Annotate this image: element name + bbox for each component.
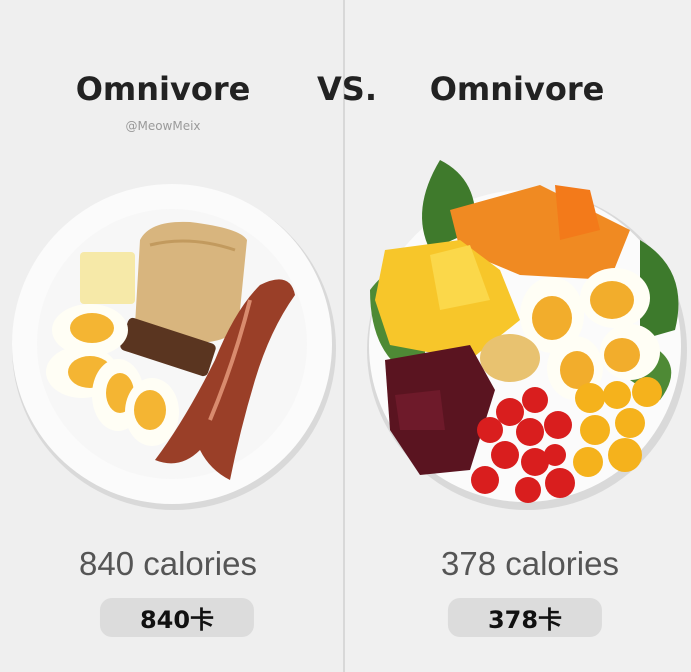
right-bowl <box>367 160 687 510</box>
left-calories: 840 calories <box>79 545 257 582</box>
credit: @MeowMeix <box>125 119 201 133</box>
right-title: Omnivore <box>429 70 605 108</box>
left-title: Omnivore <box>75 70 251 108</box>
right-calories-cn: 378卡 <box>447 598 603 637</box>
vs-label: VS. <box>317 70 377 108</box>
left-plate <box>12 184 336 510</box>
left-calories-cn: 840卡 <box>99 598 255 637</box>
right-calories: 378 calories <box>441 545 619 582</box>
